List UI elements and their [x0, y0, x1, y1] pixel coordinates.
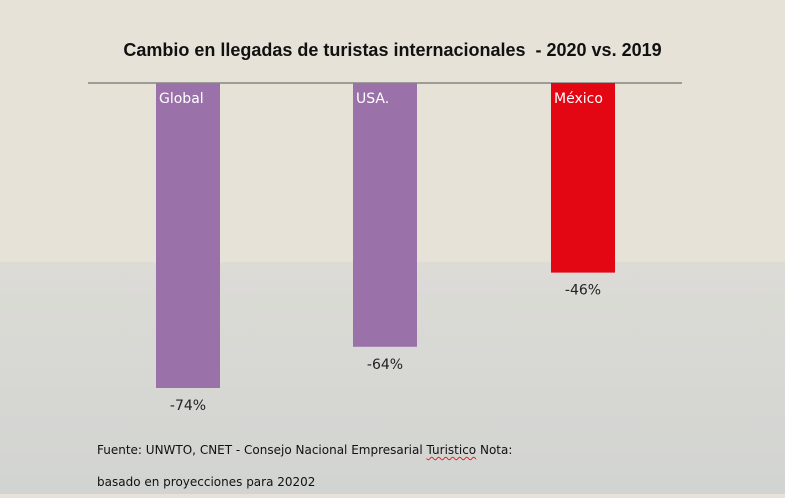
value-label-2: -64%: [367, 357, 403, 373]
source-line-2: basado en proyecciones para 20202: [97, 475, 316, 489]
bar-3: [551, 83, 615, 273]
chart-title: Cambio en llegadas de turistas internaci…: [123, 40, 662, 60]
bars-group: Global -74% USA. -64% México -46%: [156, 83, 615, 414]
value-label-1: -74%: [170, 398, 206, 414]
category-label-3: México: [554, 91, 603, 107]
category-label-2: USA.: [356, 91, 389, 107]
source-text: Fuente: UNWTO, CNET - Consejo Nacional E…: [97, 443, 427, 457]
spellcheck-word: Turistico: [426, 443, 477, 457]
value-label-3: -46%: [565, 283, 601, 299]
source-line-1: Fuente: UNWTO, CNET - Consejo Nacional E…: [97, 434, 657, 466]
category-label-1: Global: [159, 91, 204, 107]
source-note: Fuente: UNWTO, CNET - Consejo Nacional E…: [97, 434, 657, 498]
bar-2: [353, 83, 417, 347]
source-note-label: Nota:: [476, 443, 513, 457]
bar-1: [156, 83, 220, 388]
